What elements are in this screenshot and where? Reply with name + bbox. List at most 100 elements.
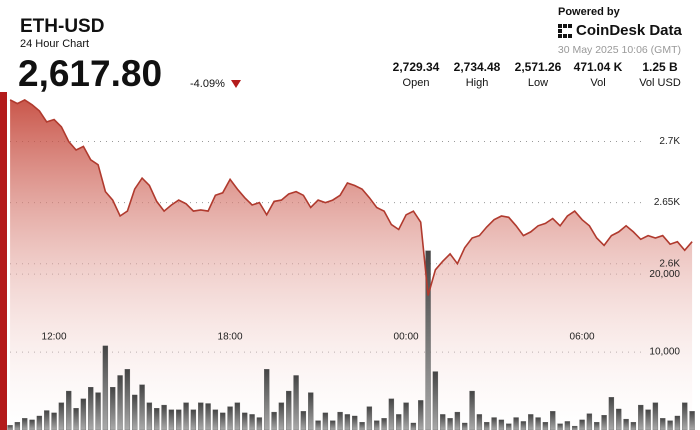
volume-bar xyxy=(22,418,28,430)
volume-bar xyxy=(242,412,248,430)
volume-bar xyxy=(630,422,637,430)
volume-bar xyxy=(51,412,57,430)
volume-bar xyxy=(535,417,541,430)
volume-bar xyxy=(660,418,666,430)
labels: 2.6K 2.65K 2.7K 10,000 20,000 12:00 18:00 00:00… xyxy=(42,136,681,358)
y-tick-label: 2.7K xyxy=(659,136,680,147)
volume-bar xyxy=(80,398,87,430)
accent-bar xyxy=(0,92,7,430)
volume-bar xyxy=(7,425,13,430)
volume-bar xyxy=(154,408,160,430)
volume-bar xyxy=(601,415,607,430)
volume-bar xyxy=(44,410,50,430)
volume-bar xyxy=(454,411,461,430)
y-tick-label: 2.6K xyxy=(659,258,680,269)
volume-bar xyxy=(440,414,446,430)
volume-bar xyxy=(322,412,329,430)
price: 2,617.80 xyxy=(18,53,162,94)
volume-bar xyxy=(410,422,417,430)
volume-bar xyxy=(572,425,578,430)
volume-bar xyxy=(220,412,226,430)
change: -4.09% xyxy=(190,78,225,90)
volume-bar xyxy=(161,404,167,430)
volume-bar xyxy=(638,404,644,430)
volume-bar xyxy=(447,418,453,430)
symbol: ETH-USD xyxy=(20,16,104,37)
volume-bar xyxy=(674,415,681,430)
volume-bar xyxy=(330,420,336,430)
volume-bar xyxy=(205,403,211,430)
volume-bar xyxy=(542,422,549,430)
volume-bar xyxy=(403,402,409,430)
x-tick-label: 06:00 xyxy=(570,332,595,343)
stat-value: 1.25 B xyxy=(642,60,678,74)
volume-bar xyxy=(374,420,380,430)
volume-bar xyxy=(652,402,659,430)
volume-bar xyxy=(462,422,468,430)
volume-bar xyxy=(388,398,395,430)
volume-bar xyxy=(513,417,519,430)
volume-bar xyxy=(227,406,233,430)
volume-bar xyxy=(396,414,402,430)
volume-bar xyxy=(579,419,585,430)
volume-bar xyxy=(66,390,72,430)
volume-bar xyxy=(234,402,241,430)
volume-bar xyxy=(117,375,123,430)
stat-value: 2,729.34 xyxy=(393,60,440,74)
volume-bar xyxy=(366,406,373,430)
volume-bar xyxy=(381,418,387,430)
stat-label: Vol USD xyxy=(639,77,681,89)
volume-bar xyxy=(139,384,145,430)
stat-label: Open xyxy=(403,77,430,89)
volume-bar xyxy=(102,345,109,430)
volume-bar xyxy=(256,417,263,430)
stat-value: 2,734.48 xyxy=(454,60,501,74)
x-tick-label: 00:00 xyxy=(394,332,419,343)
volume-bar xyxy=(432,371,439,430)
plot-area: 2.6K 2.65K 2.7K 10,000 20,000 12:00 18:00 00:00… xyxy=(7,98,695,430)
volume-bar xyxy=(73,408,79,430)
subtitle: 24 Hour Chart xyxy=(20,38,89,50)
volume-bar xyxy=(212,409,219,430)
price-line xyxy=(9,98,693,296)
volume-bar xyxy=(550,411,556,430)
stat-label: Low xyxy=(528,77,548,89)
volume-bar xyxy=(645,409,651,430)
volume-bar xyxy=(608,397,615,430)
volume-bar xyxy=(36,415,43,430)
volume-bar xyxy=(14,422,21,430)
volume-bar xyxy=(506,423,512,430)
volume-bar xyxy=(418,400,424,430)
series xyxy=(7,98,695,430)
volume-bar xyxy=(58,402,65,430)
volume-bar xyxy=(498,419,505,430)
volume-bar xyxy=(689,411,695,430)
volume-bar xyxy=(95,392,101,430)
powered-by: Powered by xyxy=(558,6,621,18)
volume-bar xyxy=(476,414,483,430)
x-tick-label: 18:00 xyxy=(218,332,243,343)
volume-bar xyxy=(337,411,343,430)
volume-bar xyxy=(308,392,314,430)
volume-bar xyxy=(594,422,600,430)
volume-bar xyxy=(586,413,593,430)
x-tick-label: 12:00 xyxy=(42,332,67,343)
y2-tick-label: 20,000 xyxy=(649,269,680,280)
volume-bar xyxy=(359,422,365,430)
volume-bar xyxy=(344,414,351,430)
volume-bar xyxy=(667,420,673,430)
y-tick-label: 2.65K xyxy=(654,197,680,208)
volume-bar xyxy=(484,422,490,430)
logo-icon xyxy=(558,24,572,38)
volume-bar xyxy=(352,415,358,430)
volume-bar xyxy=(425,250,431,430)
volume-bar xyxy=(183,402,189,430)
volume-bar xyxy=(293,375,299,430)
volume-bar xyxy=(491,417,497,430)
down-arrow xyxy=(231,80,241,88)
volume-bar xyxy=(132,394,138,430)
volume-bar xyxy=(271,411,277,430)
volume-bar xyxy=(682,402,688,430)
brand: CoinDesk Data xyxy=(576,22,683,39)
